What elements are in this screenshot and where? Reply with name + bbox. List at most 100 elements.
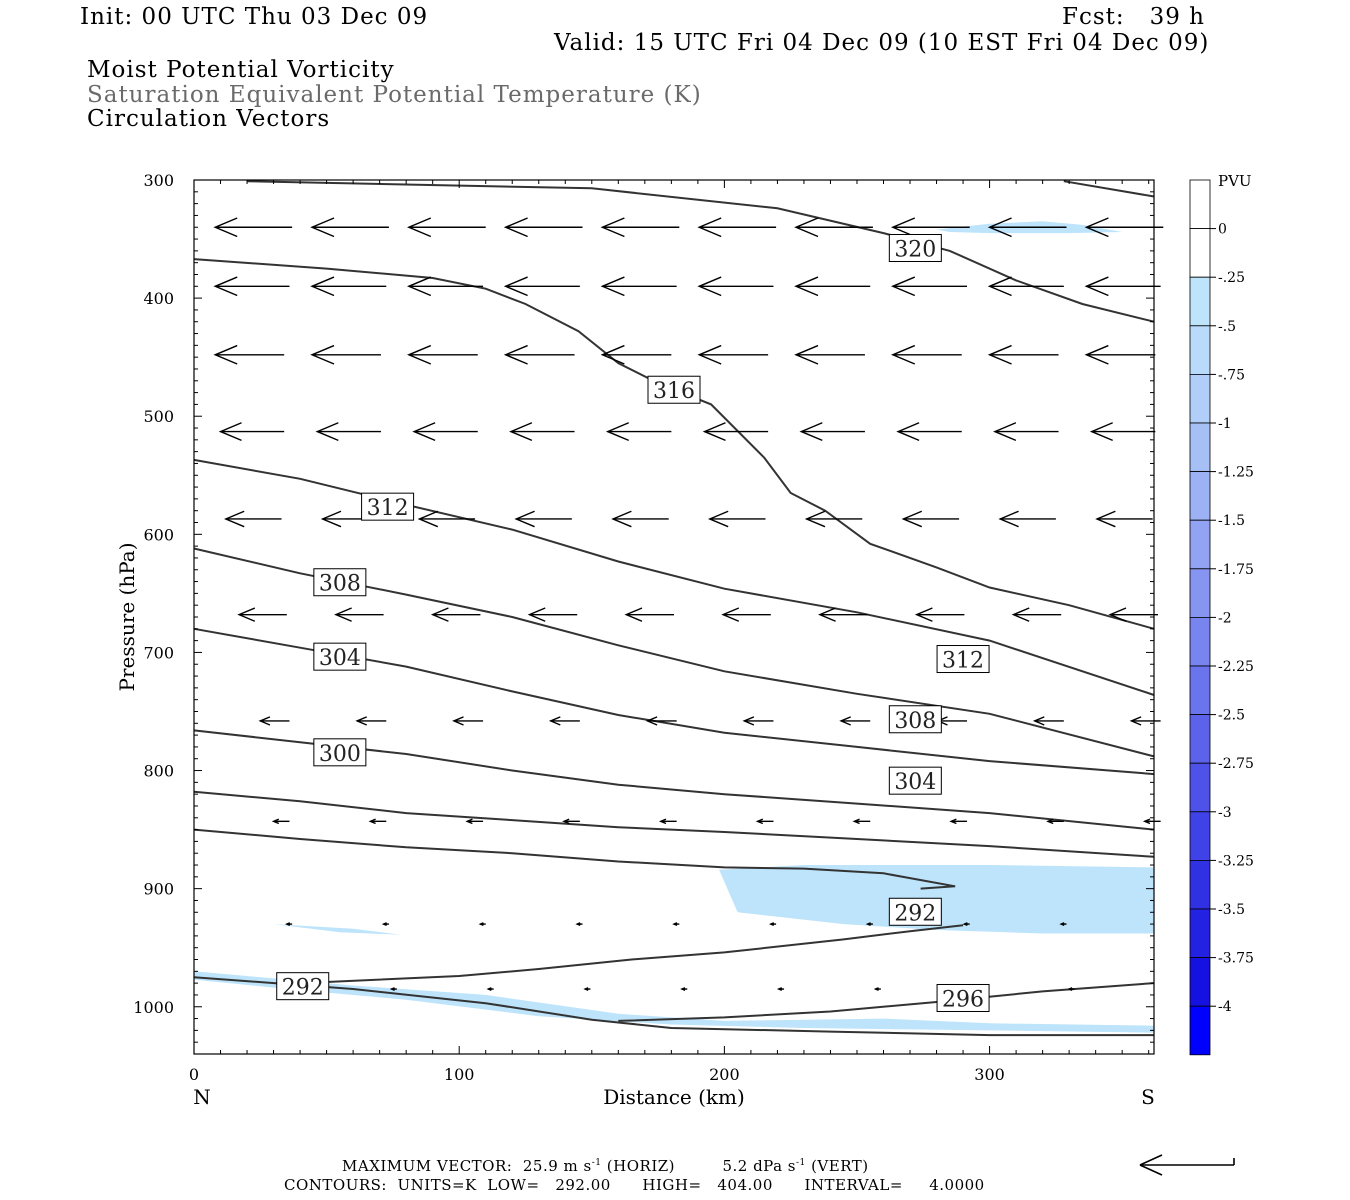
circulation-vector bbox=[562, 818, 580, 825]
contour-label-box bbox=[936, 645, 990, 674]
vector-head bbox=[1142, 818, 1151, 825]
vector-head bbox=[987, 276, 1012, 297]
vector-head bbox=[914, 607, 933, 622]
colorbar-segment bbox=[1189, 860, 1211, 910]
theta-es-contour-296 bbox=[618, 982, 1155, 1022]
contour-info-line: CONTOURS: UNITS=K LOW= 292.00 HIGH= 404.… bbox=[284, 1176, 985, 1194]
vector-head bbox=[794, 344, 819, 365]
colorbar-tick-label: -2 bbox=[1218, 610, 1232, 626]
circulation-vector bbox=[430, 607, 481, 622]
contour-label: 312 bbox=[936, 645, 990, 674]
colorbar-segment bbox=[1189, 811, 1211, 861]
circulation-vector bbox=[503, 344, 575, 365]
colorbar-tick-label: -3.5 bbox=[1218, 902, 1245, 918]
vector-head bbox=[406, 276, 432, 297]
circulation-vector bbox=[611, 510, 669, 528]
vector-head bbox=[998, 510, 1019, 528]
circulation-vector bbox=[315, 422, 381, 442]
circulation-vector bbox=[890, 276, 968, 297]
vector-head bbox=[1011, 607, 1030, 622]
vector-head bbox=[1084, 344, 1109, 365]
contour-label-box bbox=[647, 375, 701, 404]
colorbar-tick-label: -2.5 bbox=[1218, 708, 1245, 724]
circulation-vector bbox=[755, 818, 774, 825]
vector-head bbox=[1089, 422, 1113, 442]
theta-es-contour-312 bbox=[193, 458, 1155, 696]
circulation-vector bbox=[509, 422, 575, 442]
contour-label-text: 320 bbox=[894, 238, 936, 263]
circulation-vector bbox=[310, 276, 387, 297]
colorbar-segment bbox=[1189, 422, 1211, 472]
contour-label: 300 bbox=[313, 738, 367, 767]
contour-label-box bbox=[888, 766, 942, 795]
colorbar-tick-label: 0 bbox=[1218, 222, 1227, 238]
vector-head bbox=[1095, 510, 1116, 528]
x-tick-label: 300 bbox=[974, 1065, 1005, 1084]
circulation-vector bbox=[310, 344, 381, 365]
colorbar-segment bbox=[1189, 1005, 1211, 1056]
contour-label-box bbox=[888, 705, 942, 734]
vector-head bbox=[697, 344, 722, 365]
vector-head bbox=[611, 510, 632, 528]
colorbar-tick-label: -1.75 bbox=[1218, 562, 1254, 578]
circulation-vector bbox=[271, 818, 290, 825]
vector-head bbox=[839, 716, 851, 726]
theta-es-contour-316 bbox=[193, 258, 1155, 630]
colorbar-tick-label: -3 bbox=[1218, 805, 1232, 821]
colorbar-segment bbox=[1189, 957, 1211, 1007]
vector-head bbox=[697, 217, 722, 238]
circulation-vector bbox=[839, 716, 871, 726]
contour-label: 316 bbox=[647, 375, 701, 404]
vector-head bbox=[509, 422, 533, 442]
vector-head bbox=[271, 818, 280, 825]
vector-head bbox=[645, 716, 658, 726]
circulation-vector bbox=[794, 276, 871, 297]
field-title-mpv: Moist Potential Vorticity bbox=[87, 57, 395, 83]
vector-head bbox=[987, 344, 1012, 365]
y-tick-label: 1000 bbox=[133, 998, 174, 1017]
theta-es-contour-296 bbox=[193, 790, 1155, 858]
pv-shading-layer bbox=[194, 221, 1154, 1033]
y-tick-label: 600 bbox=[143, 525, 174, 544]
vector-head bbox=[1108, 607, 1127, 622]
vector-head bbox=[600, 217, 625, 238]
y-tick-label: 700 bbox=[143, 643, 174, 662]
colorbar-segment bbox=[1189, 228, 1211, 278]
circulation-vector bbox=[237, 607, 287, 622]
y-tick-label: 800 bbox=[143, 762, 174, 781]
colorbar-segment bbox=[1189, 519, 1211, 570]
vector-head bbox=[1059, 922, 1065, 926]
vector-head bbox=[804, 510, 826, 528]
vector-head bbox=[224, 510, 245, 528]
circulation-vector bbox=[285, 922, 293, 926]
vector-head bbox=[406, 344, 432, 365]
vector-head bbox=[987, 217, 1012, 238]
contour-label-text: 312 bbox=[942, 649, 984, 674]
colorbar-tick-label: -4 bbox=[1218, 999, 1232, 1015]
valid-time: Valid: 15 UTC Fri 04 Dec 09 (10 EST Fri … bbox=[554, 30, 1210, 56]
vector-head bbox=[962, 922, 968, 926]
vector-head bbox=[548, 716, 561, 726]
vector-head bbox=[412, 422, 436, 442]
contour-label-text: 292 bbox=[894, 901, 936, 926]
contour-label-box bbox=[936, 983, 990, 1012]
vector-head bbox=[949, 818, 957, 825]
vector-head bbox=[406, 217, 432, 238]
contour-label: 312 bbox=[361, 492, 415, 521]
circulation-vector bbox=[310, 217, 389, 238]
vector-head bbox=[310, 276, 335, 297]
theta-es-contour-0 bbox=[193, 976, 1154, 1037]
circulation-vector bbox=[412, 422, 478, 442]
vector-head bbox=[213, 217, 238, 238]
x-axis-label: Distance (km) bbox=[603, 1085, 745, 1109]
colorbar-tick-label: -1.5 bbox=[1218, 513, 1245, 529]
vector-head bbox=[702, 422, 726, 442]
vector-head bbox=[486, 987, 492, 991]
colorbar-segment bbox=[1189, 908, 1211, 958]
contour-label-text: 312 bbox=[367, 496, 409, 521]
contour-label-text: 316 bbox=[653, 379, 695, 404]
pvu-colorbar: 0 -.25 -.5 -.75 -1 -1.25 -1.5 -1.75 -2 -2.25 -2.5 -… bbox=[1189, 179, 1254, 1056]
vector-head bbox=[237, 607, 256, 622]
y-axis-label: Pressure (hPa) bbox=[115, 543, 139, 692]
vector-head bbox=[417, 510, 439, 528]
